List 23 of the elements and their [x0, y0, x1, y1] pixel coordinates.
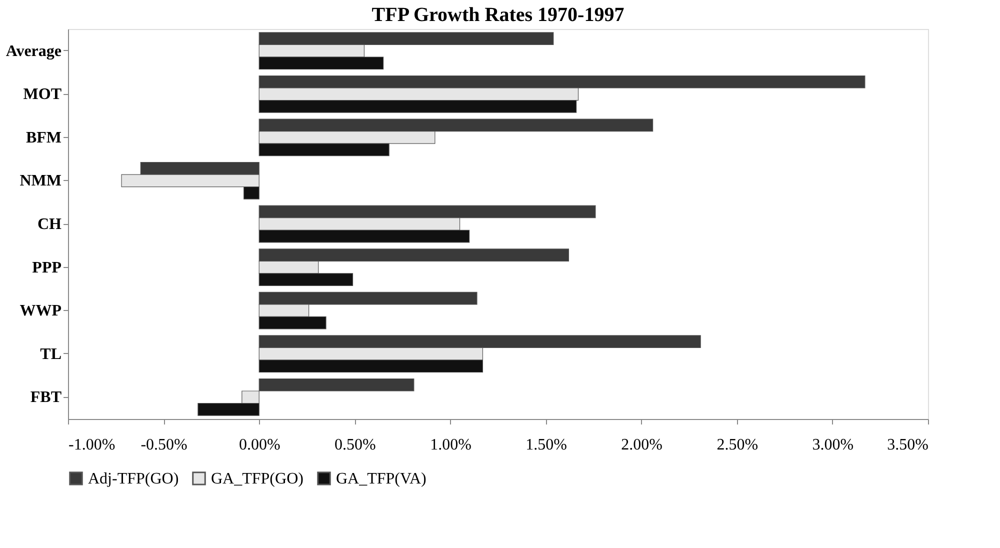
x-tick-label: -1.00%	[68, 436, 116, 454]
chart-title: TFP Growth Rates 1970-1997	[372, 4, 624, 26]
x-tick-label: 1.00%	[430, 436, 472, 454]
legend-label: Adj-TFP(GO)	[88, 470, 179, 488]
y-tick-label: PPP	[32, 259, 62, 276]
y-tick-label: FBT	[30, 389, 62, 406]
x-tick-label: 1.50%	[526, 436, 567, 454]
x-tick-label: -0.50%	[140, 436, 188, 454]
x-tick-label: 0.00%	[238, 436, 280, 454]
legend-label: GA_TFP(GO)	[211, 470, 304, 488]
x-tick-label: 2.00%	[621, 436, 662, 454]
y-tick-label: Average	[6, 42, 62, 60]
x-tick-label: 0.50%	[334, 436, 376, 454]
y-tick-label: NMM	[20, 172, 62, 190]
y-tick-label: MOT	[23, 86, 62, 104]
x-tick-label: 2.50%	[716, 436, 758, 454]
x-tick-label: 3.00%	[812, 436, 854, 454]
y-tick-label: TL	[40, 346, 62, 363]
x-tick-label: 3.50%	[887, 436, 928, 454]
y-tick-label: CH	[38, 216, 62, 233]
y-tick-label: WWP	[20, 302, 62, 320]
legend-label: GA_TFP(VA)	[336, 470, 426, 488]
y-tick-label: BFM	[26, 129, 62, 146]
